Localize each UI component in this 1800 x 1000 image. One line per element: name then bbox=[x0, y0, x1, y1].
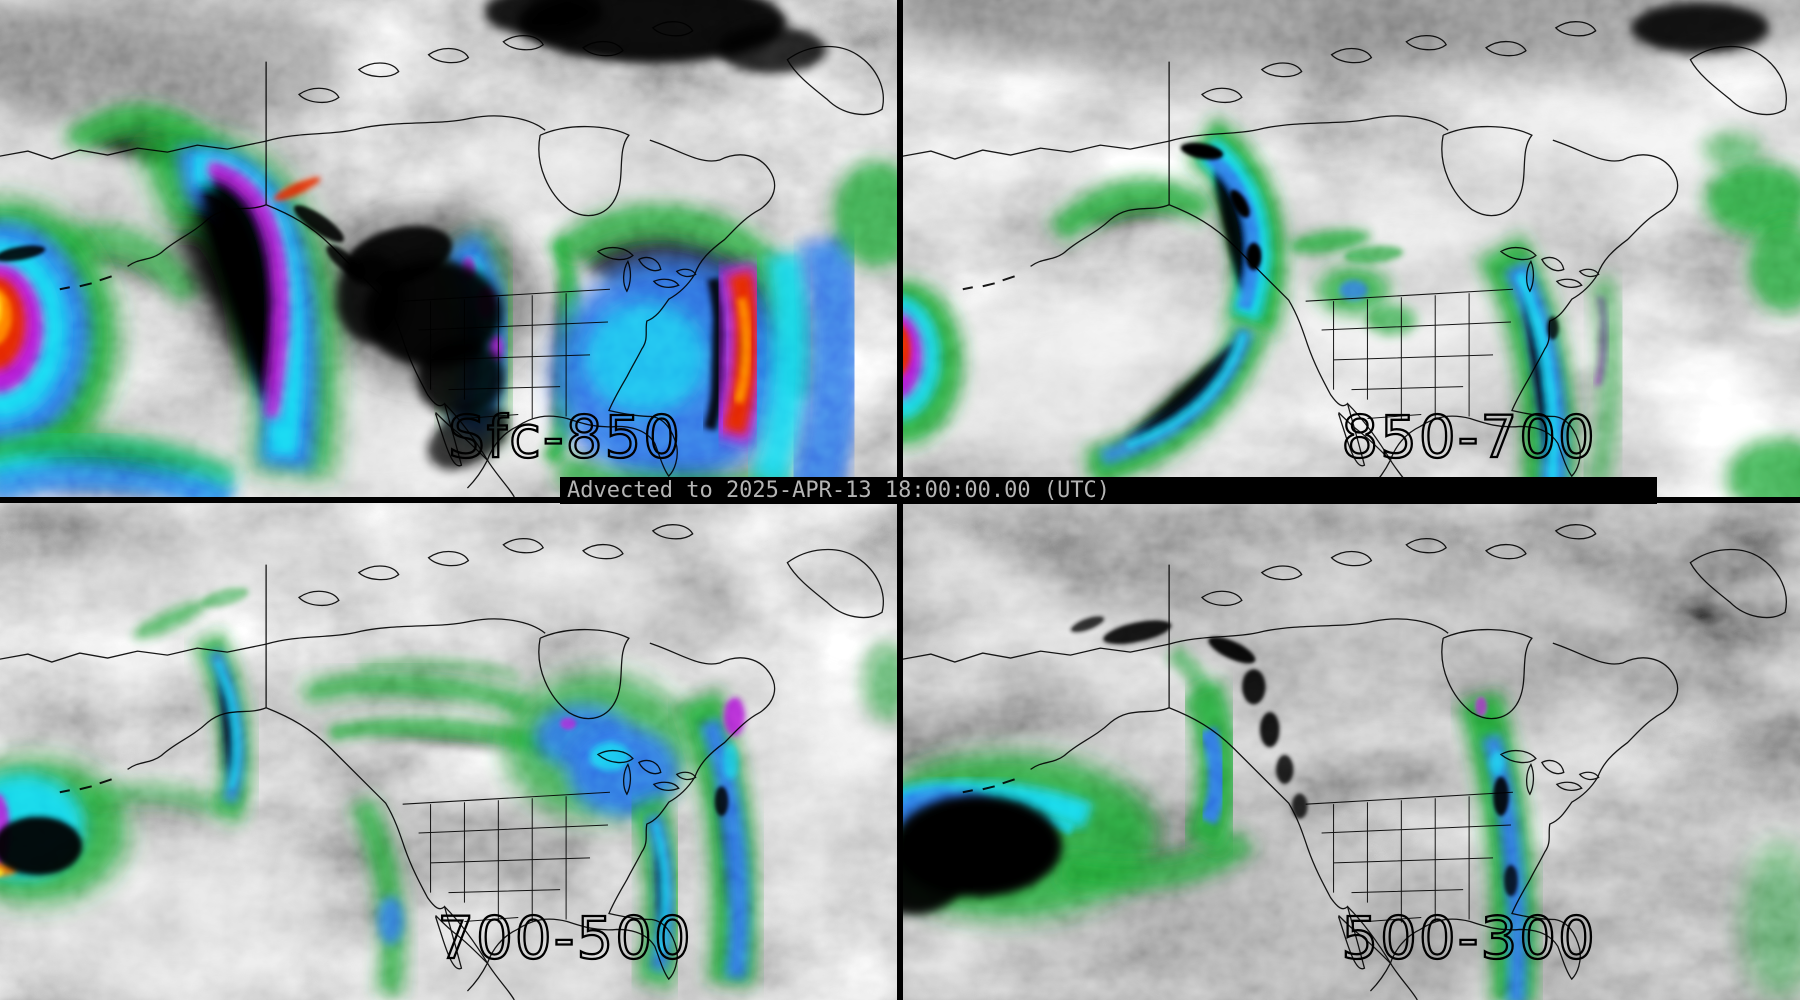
satellite-image-700-500: 700-500 bbox=[0, 503, 897, 1000]
panel-850-700: 850-700 bbox=[903, 0, 1800, 497]
timestamp-text: Advected to 2025-APR-13 18:00:00.00 (UTC… bbox=[567, 478, 1111, 503]
satellite-image-sfc-850: Sfc-850 bbox=[0, 0, 897, 497]
satellite-image-850-700: 850-700 bbox=[903, 0, 1800, 497]
timestamp-bar: Advected to 2025-APR-13 18:00:00.00 (UTC… bbox=[560, 477, 1657, 504]
panel-label-850-700: 850-700 bbox=[1341, 403, 1596, 471]
panel-label-sfc-850: Sfc-850 bbox=[448, 403, 682, 471]
panel-label-500-300: 500-300 bbox=[1341, 904, 1596, 972]
panel-700-500: 700-500 bbox=[0, 503, 897, 1000]
panel-label-700-500: 700-500 bbox=[437, 904, 692, 972]
panel-500-300: 500-300 bbox=[903, 503, 1800, 1000]
panel-sfc-850: Sfc-850 bbox=[0, 0, 897, 497]
satellite-image-500-300: 500-300 bbox=[903, 503, 1800, 1000]
